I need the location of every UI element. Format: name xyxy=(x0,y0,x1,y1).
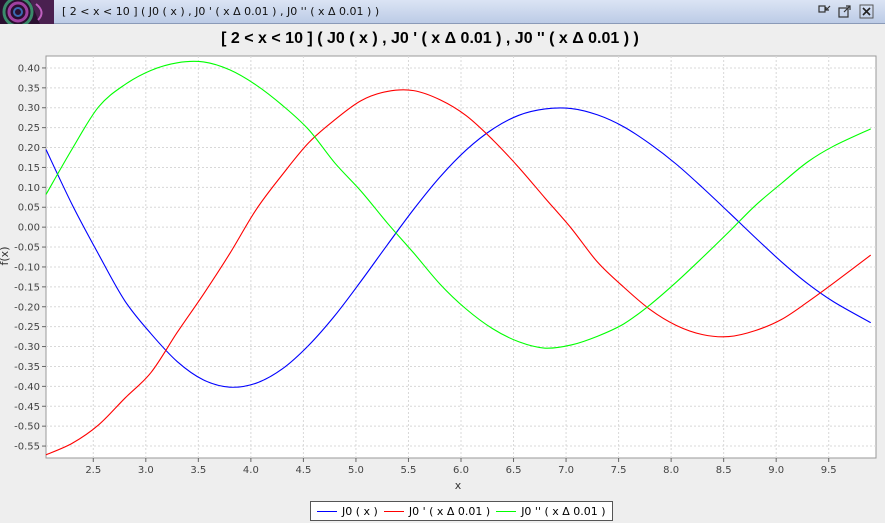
legend-item: J0 ( x ) xyxy=(317,505,378,518)
series-line-3 xyxy=(45,60,871,349)
x-tick-label: 8.5 xyxy=(716,465,732,476)
y-tick-label: -0.55 xyxy=(14,442,40,453)
series-layer xyxy=(45,60,872,456)
y-tick-label: -0.40 xyxy=(14,382,40,393)
close-icon xyxy=(859,4,874,19)
x-tick-label: 7.5 xyxy=(611,465,627,476)
chart: [ 2 < x < 10 ] ( J0 ( x ) , J0 ' ( x Δ 0… xyxy=(0,30,877,492)
y-tick-label: -0.25 xyxy=(14,322,40,333)
y-tick-label: -0.10 xyxy=(14,262,40,273)
y-tick-label: 0.35 xyxy=(18,83,40,94)
x-tick-label: 4.5 xyxy=(295,465,311,476)
chart-area: [ 2 < x < 10 ] ( J0 ( x ) , J0 ' ( x Δ 0… xyxy=(0,24,885,523)
legend-swatch xyxy=(496,510,517,512)
series-line-2 xyxy=(45,89,872,456)
x-tick-label: 2.5 xyxy=(85,465,101,476)
legend-item: J0 '' ( x Δ 0.01 ) xyxy=(496,504,606,518)
y-axis: 0.40 0.35 0.30 0.25 0.20 0.15 0.10 0.05 0.00 -0.0… xyxy=(14,63,46,453)
chart-title: [ 2 < x < 10 ] ( J0 ( x ) , J0 ' ( x Δ 0… xyxy=(221,30,639,47)
legend-label: J0 '' ( x Δ 0.01 ) xyxy=(521,504,606,518)
y-tick-label: 0.25 xyxy=(18,123,40,134)
x-axis: 2.5 3.0 3.5 4.0 4.5 5.0 5.5 6.0 6.5 7.0 7.5 8.0 8.5 9… xyxy=(85,458,837,476)
maximize-icon xyxy=(838,5,851,18)
minimize-button[interactable] xyxy=(817,4,832,19)
x-tick-label: 8.0 xyxy=(663,465,679,476)
legend-swatch xyxy=(383,510,404,512)
y-tick-label: -0.35 xyxy=(14,362,40,373)
x-tick-label: 4.0 xyxy=(243,465,259,476)
x-tick-label: 5.5 xyxy=(401,465,417,476)
legend-label: J0 ' ( x Δ 0.01 ) xyxy=(408,504,491,518)
y-tick-label: -0.05 xyxy=(14,243,40,254)
y-tick-label: 0.00 xyxy=(18,223,40,234)
window-title: [ 2 < x < 10 ] ( J0 ( x ) , J0 ' ( x Δ 0… xyxy=(62,5,380,18)
x-tick-label: 3.5 xyxy=(190,465,206,476)
x-tick-label: 3.0 xyxy=(138,465,154,476)
y-tick-label: 0.10 xyxy=(18,183,40,194)
y-tick-label: 0.30 xyxy=(18,103,40,114)
app-icon xyxy=(0,0,54,24)
x-tick-label: 6.5 xyxy=(506,465,522,476)
x-tick-label: 7.0 xyxy=(558,465,574,476)
x-tick-label: 9.0 xyxy=(768,465,784,476)
chart-legend: J0 ( x ) J0 ' ( x Δ 0.01 ) J0 '' ( x Δ 0.0… xyxy=(310,501,613,521)
series-line-1 xyxy=(45,107,872,388)
legend-item: J0 ' ( x Δ 0.01 ) xyxy=(383,504,491,518)
plot-area xyxy=(45,55,877,459)
y-tick-label: -0.45 xyxy=(14,402,40,413)
grid xyxy=(46,56,876,458)
y-tick-label: 0.40 xyxy=(18,63,40,74)
y-tick-label: -0.30 xyxy=(14,342,40,353)
x-tick-label: 5.0 xyxy=(348,465,364,476)
window-titlebar[interactable]: [ 2 < x < 10 ] ( J0 ( x ) , J0 ' ( x Δ 0… xyxy=(0,0,885,24)
minimize-icon xyxy=(818,5,831,13)
maximize-button[interactable] xyxy=(837,4,852,19)
x-tick-label: 6.0 xyxy=(453,465,469,476)
y-tick-label: -0.20 xyxy=(14,302,40,313)
y-tick-label: 0.05 xyxy=(18,203,40,214)
y-tick-label: 0.15 xyxy=(18,163,40,174)
close-button[interactable] xyxy=(859,4,874,19)
legend-swatch xyxy=(317,510,337,512)
y-tick-label: -0.50 xyxy=(14,422,40,433)
x-axis-label: x xyxy=(455,479,462,492)
y-tick-label: 0.20 xyxy=(18,143,40,154)
legend-label: J0 ( x ) xyxy=(342,504,378,518)
x-tick-label: 9.5 xyxy=(821,465,837,476)
y-tick-label: -0.15 xyxy=(14,282,40,293)
y-axis-label: f(x) xyxy=(0,247,11,266)
